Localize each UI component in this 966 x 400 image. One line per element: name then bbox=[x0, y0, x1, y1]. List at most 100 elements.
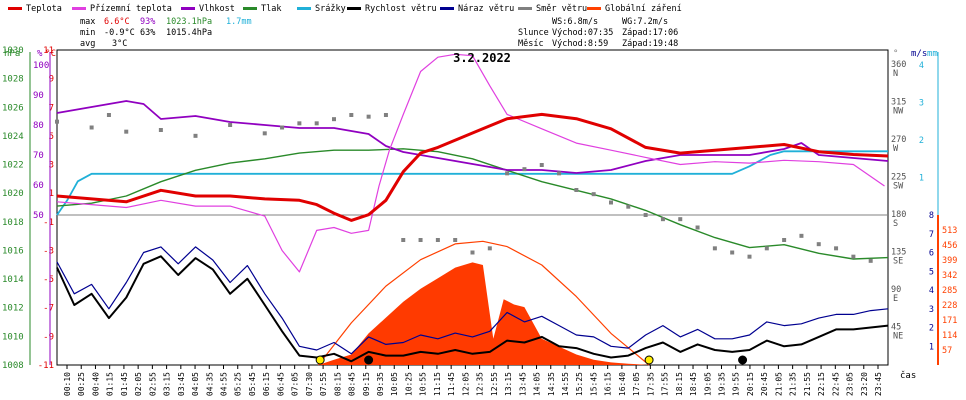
pct-unit: % bbox=[37, 49, 43, 59]
wind-direction-point bbox=[401, 238, 406, 242]
wind-direction-point bbox=[522, 167, 527, 172]
x-tick: 13:15 bbox=[504, 372, 513, 396]
hpa-tick: 1026 bbox=[2, 103, 24, 113]
wind-direction-point bbox=[609, 200, 613, 205]
wind-direction-point bbox=[643, 213, 648, 217]
x-tick: 00:25 bbox=[77, 372, 86, 396]
rain-total: 1.7mm bbox=[226, 17, 252, 27]
wind-direction-point bbox=[591, 192, 596, 197]
wg-value: WG:7.2m/s bbox=[622, 17, 668, 27]
x-tick: 20:15 bbox=[746, 372, 755, 396]
wind-direction-point bbox=[228, 123, 233, 127]
legend-swatch bbox=[347, 7, 361, 10]
x-tick: 03:45 bbox=[177, 372, 186, 396]
c-tick: -7 bbox=[43, 304, 54, 314]
stat-label: min bbox=[80, 28, 95, 38]
x-tick: 08:15 bbox=[333, 372, 342, 396]
x-tick: 06:45 bbox=[276, 372, 285, 396]
wm-tick: 513 bbox=[942, 226, 957, 236]
legend-label: Rychlost větru bbox=[365, 4, 437, 14]
wm-tick: 399 bbox=[942, 256, 957, 266]
wind-direction-point bbox=[678, 217, 683, 222]
x-tick: 04:05 bbox=[191, 372, 200, 396]
legend-label: Globální záření bbox=[605, 4, 682, 14]
wind-direction-point bbox=[349, 113, 354, 117]
pressure-line bbox=[56, 148, 889, 260]
chart-title: 3.2.2022 bbox=[453, 51, 511, 65]
moon-marker bbox=[364, 355, 374, 365]
x-tick: 23:05 bbox=[846, 372, 855, 396]
hpa-tick: 1030 bbox=[2, 46, 24, 56]
ms-tick: 1 bbox=[929, 342, 934, 352]
wm-tick: 456 bbox=[942, 241, 957, 251]
wind-direction-point bbox=[435, 238, 440, 242]
sun-label: Slunce bbox=[518, 28, 549, 38]
max-press: 1023.1hPa bbox=[166, 17, 212, 27]
x-tick: 21:05 bbox=[774, 372, 783, 396]
x-tick: 21:35 bbox=[789, 372, 798, 396]
x-tick: 02:55 bbox=[148, 372, 157, 396]
dir-label: NE bbox=[893, 332, 903, 342]
pct-tick: 60 bbox=[33, 181, 44, 191]
x-tick: 04:55 bbox=[220, 372, 229, 396]
c-unit: °C bbox=[45, 49, 56, 59]
deg-tick: 315 bbox=[891, 98, 906, 108]
x-tick: 00:10 bbox=[63, 372, 72, 396]
wind-direction-point bbox=[799, 233, 804, 238]
x-tick: 22:15 bbox=[817, 372, 826, 396]
min-temp: -0.9°C bbox=[104, 28, 135, 38]
wind-direction-point bbox=[626, 204, 631, 209]
ms-tick: 6 bbox=[929, 249, 934, 259]
hpa-tick: 1022 bbox=[2, 161, 24, 171]
wind-direction-point bbox=[297, 121, 302, 126]
x-tick: 19:55 bbox=[732, 372, 741, 396]
sun-rise: Východ:07:35 bbox=[552, 28, 613, 38]
wind-direction-point bbox=[453, 238, 458, 242]
wm-tick: 171 bbox=[942, 316, 957, 326]
ms-tick: 8 bbox=[929, 211, 934, 221]
wind-direction-point bbox=[55, 119, 59, 124]
pct-tick: 50 bbox=[33, 211, 44, 221]
x-tick: 11:45 bbox=[447, 372, 456, 396]
legend-swatch bbox=[181, 7, 195, 10]
x-tick: 20:45 bbox=[760, 372, 769, 396]
wind-direction-point bbox=[816, 242, 821, 247]
c-tick: -5 bbox=[43, 275, 54, 285]
x-tick: 01:45 bbox=[120, 372, 129, 396]
sun-set: Západ:17:06 bbox=[622, 28, 678, 38]
wind-direction-point bbox=[332, 117, 336, 122]
wind-speed-line bbox=[56, 255, 889, 363]
x-tick: 05:25 bbox=[234, 372, 243, 396]
x-tick: 23:45 bbox=[874, 372, 883, 396]
wind-direction-point bbox=[314, 121, 319, 126]
radiation-area bbox=[318, 262, 650, 365]
wind-direction-point bbox=[660, 217, 665, 222]
x-tick: 07:30 bbox=[305, 372, 314, 396]
hpa-tick: 1010 bbox=[2, 332, 24, 342]
c-tick: 11 bbox=[43, 46, 54, 56]
ws-value: WS:6.8m/s bbox=[552, 17, 598, 27]
sun-marker bbox=[315, 355, 325, 365]
legend-label: Směr větru bbox=[536, 4, 587, 14]
deg-tick: 270 bbox=[891, 135, 906, 145]
legend-swatch bbox=[243, 7, 257, 10]
max-temp: 6.6°C bbox=[104, 17, 130, 27]
x-tick: 17:55 bbox=[661, 372, 670, 396]
stat-label: max bbox=[80, 17, 95, 27]
x-tick: 10:05 bbox=[390, 372, 399, 396]
c-tick: 5 bbox=[49, 132, 54, 142]
clear-sky-radiation-line bbox=[317, 240, 650, 366]
legend-swatch bbox=[8, 7, 22, 10]
x-tick: 09:35 bbox=[376, 372, 385, 396]
wm-tick: 228 bbox=[942, 301, 957, 311]
temperature-line bbox=[56, 112, 889, 222]
wind-direction-point bbox=[158, 128, 163, 132]
c-tick: -9 bbox=[43, 332, 54, 342]
x-tick: 15:45 bbox=[589, 372, 598, 396]
moon-set: Západ:19:48 bbox=[622, 39, 678, 49]
hpa-tick: 1016 bbox=[2, 246, 24, 256]
c-tick: 3 bbox=[49, 161, 54, 171]
wind-direction-point bbox=[868, 258, 873, 263]
x-tick: 03:15 bbox=[163, 372, 172, 396]
legend-swatch bbox=[587, 7, 601, 10]
